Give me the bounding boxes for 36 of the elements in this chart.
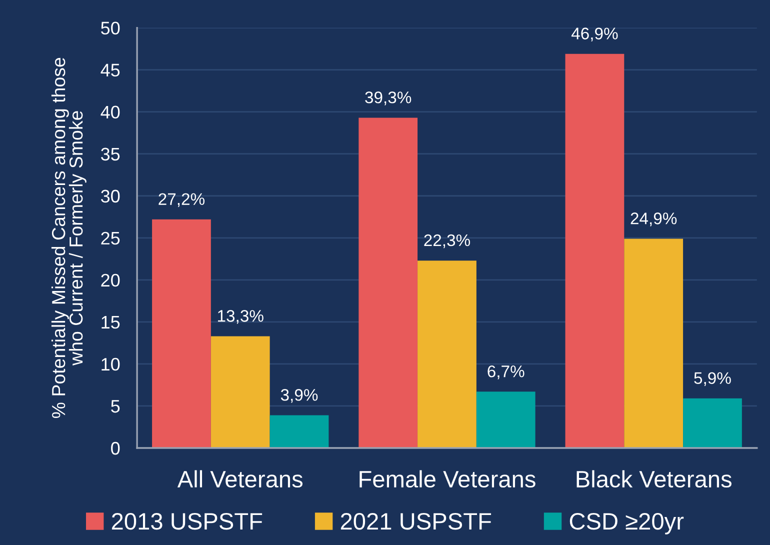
data-label: 24,9% bbox=[630, 212, 677, 226]
y-tick-label: 5 bbox=[111, 400, 120, 413]
bar bbox=[358, 118, 418, 448]
data-label: 27,2% bbox=[158, 193, 205, 207]
bar bbox=[683, 398, 742, 448]
x-tick-label: All Veterans bbox=[177, 470, 303, 488]
y-tick-label: 45 bbox=[100, 64, 120, 77]
y-axis-title: % Potentially Missed Cancers among those who Current / Formerly Smoke bbox=[51, 58, 86, 418]
data-label: 6,7% bbox=[488, 365, 524, 380]
data-label: 3,9% bbox=[280, 389, 318, 403]
x-tick-label: Female Veterans bbox=[360, 470, 536, 488]
bar bbox=[476, 392, 536, 448]
data-label: 22,3% bbox=[424, 234, 470, 248]
bar bbox=[565, 54, 624, 448]
y-tick-label: 50 bbox=[101, 22, 120, 35]
data-label: 13,3% bbox=[218, 310, 264, 324]
y-tick-label: 30 bbox=[101, 190, 120, 203]
bar bbox=[418, 260, 476, 448]
y-tick-label: 15 bbox=[102, 316, 120, 329]
y-tick-label: 40 bbox=[100, 106, 120, 119]
bar bbox=[210, 336, 270, 448]
x-tick-label: Black Veterans bbox=[576, 470, 732, 488]
bar bbox=[270, 415, 329, 448]
data-label: 39,3% bbox=[365, 92, 412, 106]
data-label: 46,9% bbox=[571, 28, 618, 42]
legend-label: 2021 USPSTF bbox=[340, 512, 492, 530]
data-label: 5,9% bbox=[694, 372, 731, 386]
y-tick-label: 20 bbox=[101, 274, 120, 287]
legend-label: 2013 USPSTF bbox=[112, 512, 262, 530]
bar bbox=[152, 219, 211, 448]
legend-label: CSD ≥20yr bbox=[570, 512, 684, 534]
bar bbox=[624, 238, 684, 448]
y-tick-label: 25 bbox=[101, 232, 120, 245]
y-tick-label: 35 bbox=[101, 148, 120, 161]
y-tick-label: 10 bbox=[102, 358, 120, 371]
y-tick-label: 0 bbox=[111, 442, 120, 455]
